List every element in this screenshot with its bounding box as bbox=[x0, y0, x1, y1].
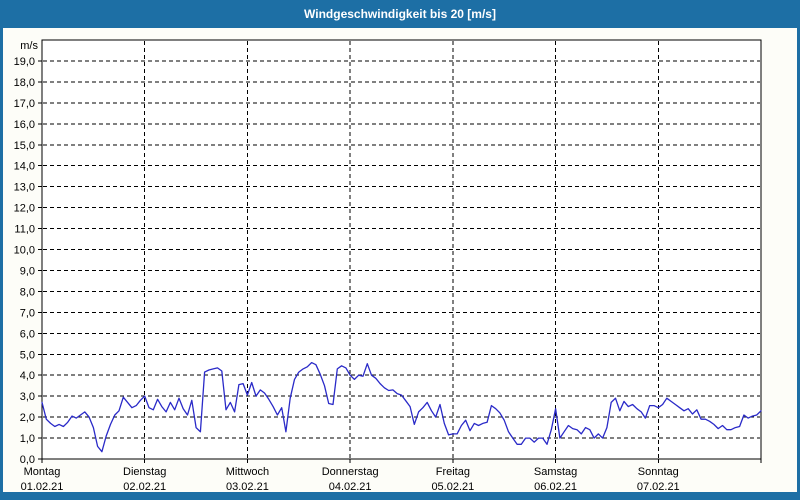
date-label: 02.02.21 bbox=[123, 481, 166, 493]
svg-text:11,0: 11,0 bbox=[14, 224, 35, 236]
window-border-right bbox=[797, 28, 800, 500]
day-label: Montag bbox=[24, 466, 61, 478]
svg-text:3,0: 3,0 bbox=[20, 391, 35, 403]
window-border-left bbox=[0, 28, 3, 500]
date-label: 05.02.21 bbox=[431, 481, 474, 493]
window-border-bottom bbox=[0, 492, 800, 500]
svg-text:17,0: 17,0 bbox=[14, 98, 35, 110]
svg-text:15,0: 15,0 bbox=[14, 140, 35, 152]
date-label: 07.02.21 bbox=[637, 481, 680, 493]
day-label: Mittwoch bbox=[226, 466, 269, 478]
date-label: 04.02.21 bbox=[329, 481, 372, 493]
date-label: 06.02.21 bbox=[534, 481, 577, 493]
svg-text:2,0: 2,0 bbox=[20, 412, 35, 424]
svg-text:14,0: 14,0 bbox=[14, 161, 35, 173]
day-label: Donnerstag bbox=[322, 466, 379, 478]
wind-speed-line bbox=[41, 361, 762, 453]
grid-lines bbox=[43, 41, 760, 458]
svg-text:4,0: 4,0 bbox=[20, 370, 35, 382]
x-axis-labels: Montag 01.02.21 Dienstag 02.02.21 Mittwoch 03… bbox=[21, 466, 680, 493]
svg-text:19,0: 19,0 bbox=[14, 56, 35, 68]
svg-text:1,0: 1,0 bbox=[20, 433, 35, 445]
day-label: Sonntag bbox=[638, 466, 679, 478]
svg-text:5,0: 5,0 bbox=[20, 349, 35, 361]
svg-text:7,0: 7,0 bbox=[20, 307, 35, 319]
title-bar: Windgeschwindigkeit bis 20 [m/s] bbox=[0, 0, 800, 28]
y-axis-unit-label: m/s bbox=[20, 40, 38, 52]
date-label: 01.02.21 bbox=[21, 481, 64, 493]
day-label: Freitag bbox=[436, 466, 470, 478]
svg-text:10,0: 10,0 bbox=[14, 245, 35, 257]
svg-text:18,0: 18,0 bbox=[14, 77, 35, 89]
svg-text:0,0: 0,0 bbox=[20, 454, 35, 466]
day-label: Dienstag bbox=[123, 466, 166, 478]
svg-text:8,0: 8,0 bbox=[20, 286, 35, 298]
svg-text:13,0: 13,0 bbox=[14, 182, 35, 194]
chart-title: Windgeschwindigkeit bis 20 [m/s] bbox=[304, 7, 496, 21]
y-axis-labels: 0,0 1,0 2,0 3,0 4,0 5,0 6,0 7,0 8,0 9,0 10,0 11,0 12… bbox=[14, 56, 35, 466]
svg-text:6,0: 6,0 bbox=[20, 328, 35, 340]
svg-text:12,0: 12,0 bbox=[14, 203, 35, 215]
date-label: 03.02.21 bbox=[226, 481, 269, 493]
axis-ticks bbox=[38, 60, 762, 463]
svg-text:9,0: 9,0 bbox=[20, 265, 35, 277]
day-label: Samstag bbox=[534, 466, 577, 478]
svg-text:16,0: 16,0 bbox=[14, 119, 35, 131]
